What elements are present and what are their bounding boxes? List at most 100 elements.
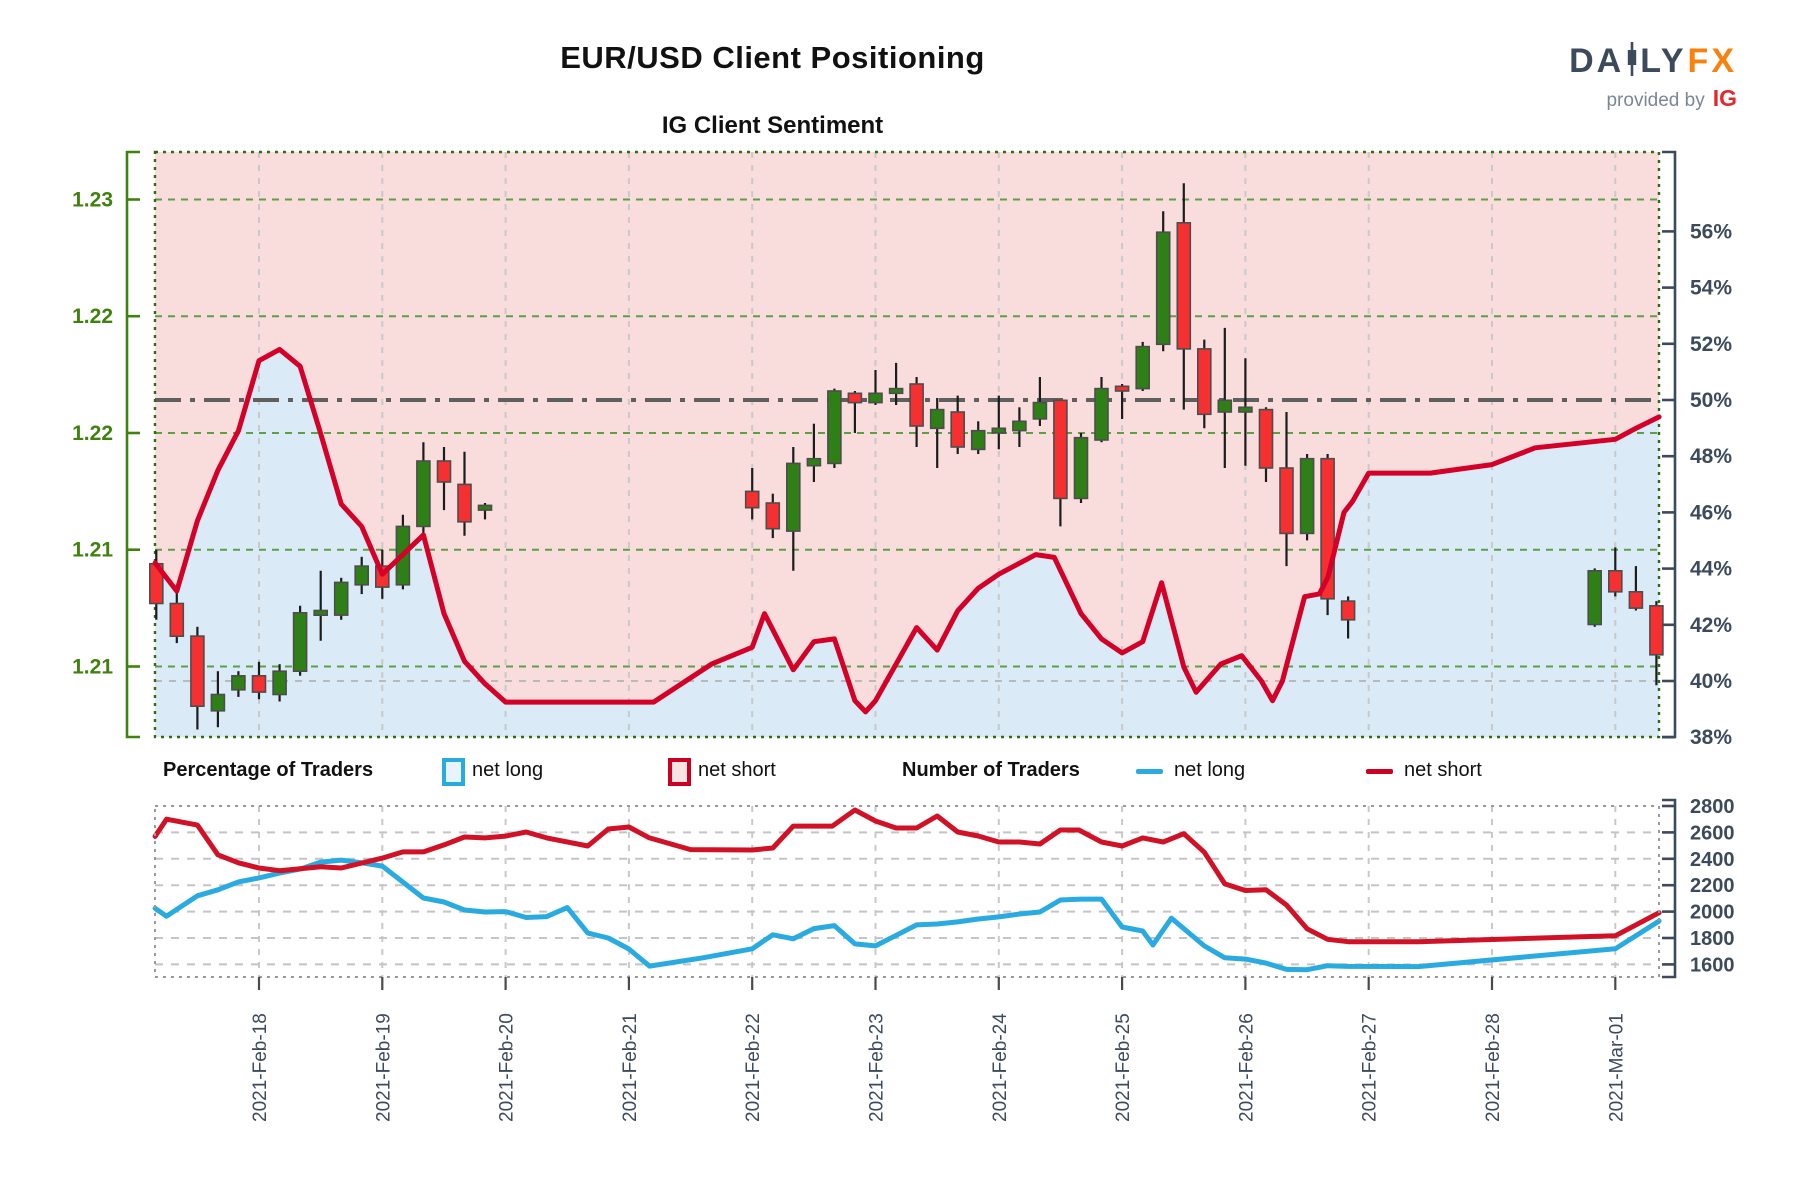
candle (1135, 341, 1150, 391)
candle (416, 442, 431, 536)
candle (929, 398, 945, 468)
candle (190, 626, 205, 730)
candle (847, 391, 863, 433)
candlestick-icon (1627, 42, 1637, 81)
date-label: 2021-Feb-21 (620, 1013, 641, 1122)
legend-pct-net-long: net long (472, 759, 544, 781)
candle (1608, 547, 1623, 597)
percent-tick-label: 52% (1690, 333, 1732, 356)
net-short-majority-area (155, 152, 1660, 712)
date-label: 2021-Feb-25 (1113, 1013, 1134, 1122)
candle (1279, 412, 1294, 567)
candle (765, 493, 781, 539)
net-long-box-swatch (442, 758, 465, 786)
traders-net-short-line (152, 807, 1662, 945)
candle (1114, 384, 1130, 419)
price-tick-label: 1.21 (72, 539, 113, 562)
price-tick-label: 1.22 (72, 305, 113, 328)
candle (868, 370, 883, 405)
candle (970, 421, 986, 454)
candle (457, 451, 472, 536)
percent-tick-label: 40% (1690, 670, 1732, 693)
date-label: 2021-Feb-23 (867, 1013, 888, 1122)
percent-tick-label: 50% (1690, 389, 1732, 412)
traders-count-axis: 2800 2600 2400 2200 2000 1800 1600 (1662, 796, 1735, 979)
legend-pct-title: Percentage of Traders (163, 759, 374, 781)
date-label: 2021-Feb-19 (373, 1013, 394, 1122)
traders-panel-border (154, 805, 1660, 978)
date-label: 2021-Feb-24 (990, 1013, 1011, 1122)
candle (744, 468, 760, 520)
candle (272, 664, 287, 702)
candle (1012, 407, 1027, 447)
count-tick-label: 2200 (1690, 875, 1735, 897)
percent-tick-label: 38% (1690, 726, 1732, 749)
price-tick-label: 1.23 (72, 189, 113, 212)
candle (436, 447, 452, 511)
candle (231, 671, 246, 697)
legend-num-net-short: net short (1404, 759, 1482, 781)
chart-subtitle: IG Client Sentiment (661, 112, 884, 139)
candle (1155, 211, 1171, 352)
legend-num-title: Number of Traders (902, 759, 1080, 781)
count-tick-label: 2000 (1690, 902, 1735, 924)
percent-tick-label: 46% (1690, 501, 1732, 524)
page-title: EUR/USD Client Positioning (560, 40, 985, 75)
candle (1299, 454, 1315, 541)
ig-logo: IG (1712, 85, 1737, 111)
price-tick-label: 1.21 (72, 656, 113, 679)
candlestick-series (149, 183, 1664, 730)
price-tick-label: 1.22 (72, 422, 113, 445)
candle (1217, 327, 1233, 468)
candle (333, 577, 349, 620)
candle (313, 570, 329, 641)
candle (1340, 596, 1356, 639)
logo-text-da: DA (1569, 42, 1625, 80)
candle (888, 362, 904, 405)
net-short-line-swatch (1366, 769, 1393, 774)
date-label: 2021-Mar-01 (1606, 1013, 1627, 1122)
logo-text-ly: LY (1640, 42, 1687, 80)
dailyfx-logo: DA LY FX provided by IG (1569, 42, 1737, 112)
percent-axis: 56% 54% 52% 50% 48% 46% 44% 42% 40% 38% (1662, 150, 1732, 749)
net-short-box-swatch (668, 758, 691, 786)
candle (354, 556, 370, 595)
date-label: 2021-Feb-18 (250, 1013, 271, 1122)
legend-pct-net-short: net short (698, 759, 776, 781)
date-label: 2021-Feb-22 (743, 1013, 764, 1122)
candle (1238, 358, 1253, 466)
x-axis: 2021-Feb-18 2021-Feb-19 2021-Feb-20 2021-Fe… (250, 977, 1627, 1122)
percent-tick-label: 54% (1690, 277, 1732, 300)
date-label: 2021-Feb-26 (1236, 1013, 1257, 1122)
legend-num-net-long: net long (1174, 759, 1246, 781)
candle (991, 395, 1007, 450)
candle (1032, 377, 1048, 426)
net-long-line-swatch (1136, 769, 1163, 774)
percent-tick-label: 48% (1690, 445, 1732, 468)
candle (210, 671, 226, 728)
count-tick-label: 1600 (1690, 954, 1735, 976)
candle (827, 388, 842, 468)
candle (950, 395, 966, 454)
candle (1649, 601, 1664, 686)
logo-text-fx: FX (1687, 42, 1737, 80)
count-tick-label: 2600 (1690, 822, 1735, 844)
candle (1053, 399, 1068, 527)
traders-panel (152, 807, 1662, 973)
candle (1628, 566, 1644, 611)
chart-legend: Percentage of Traders net long net short… (0, 753, 1800, 793)
count-tick-label: 1800 (1690, 928, 1735, 950)
percent-tick-label: 56% (1690, 220, 1732, 243)
candle (1197, 339, 1212, 429)
price-panel-border (153, 150, 1661, 739)
logo-tagline: provided by (1606, 90, 1705, 111)
candle (169, 589, 185, 644)
candle (251, 661, 267, 700)
candle (1073, 433, 1089, 503)
candle (909, 377, 924, 447)
percent-tick-label: 42% (1690, 614, 1732, 637)
net-short-percentage-line (152, 346, 1662, 715)
price-gridlines (155, 198, 1659, 668)
